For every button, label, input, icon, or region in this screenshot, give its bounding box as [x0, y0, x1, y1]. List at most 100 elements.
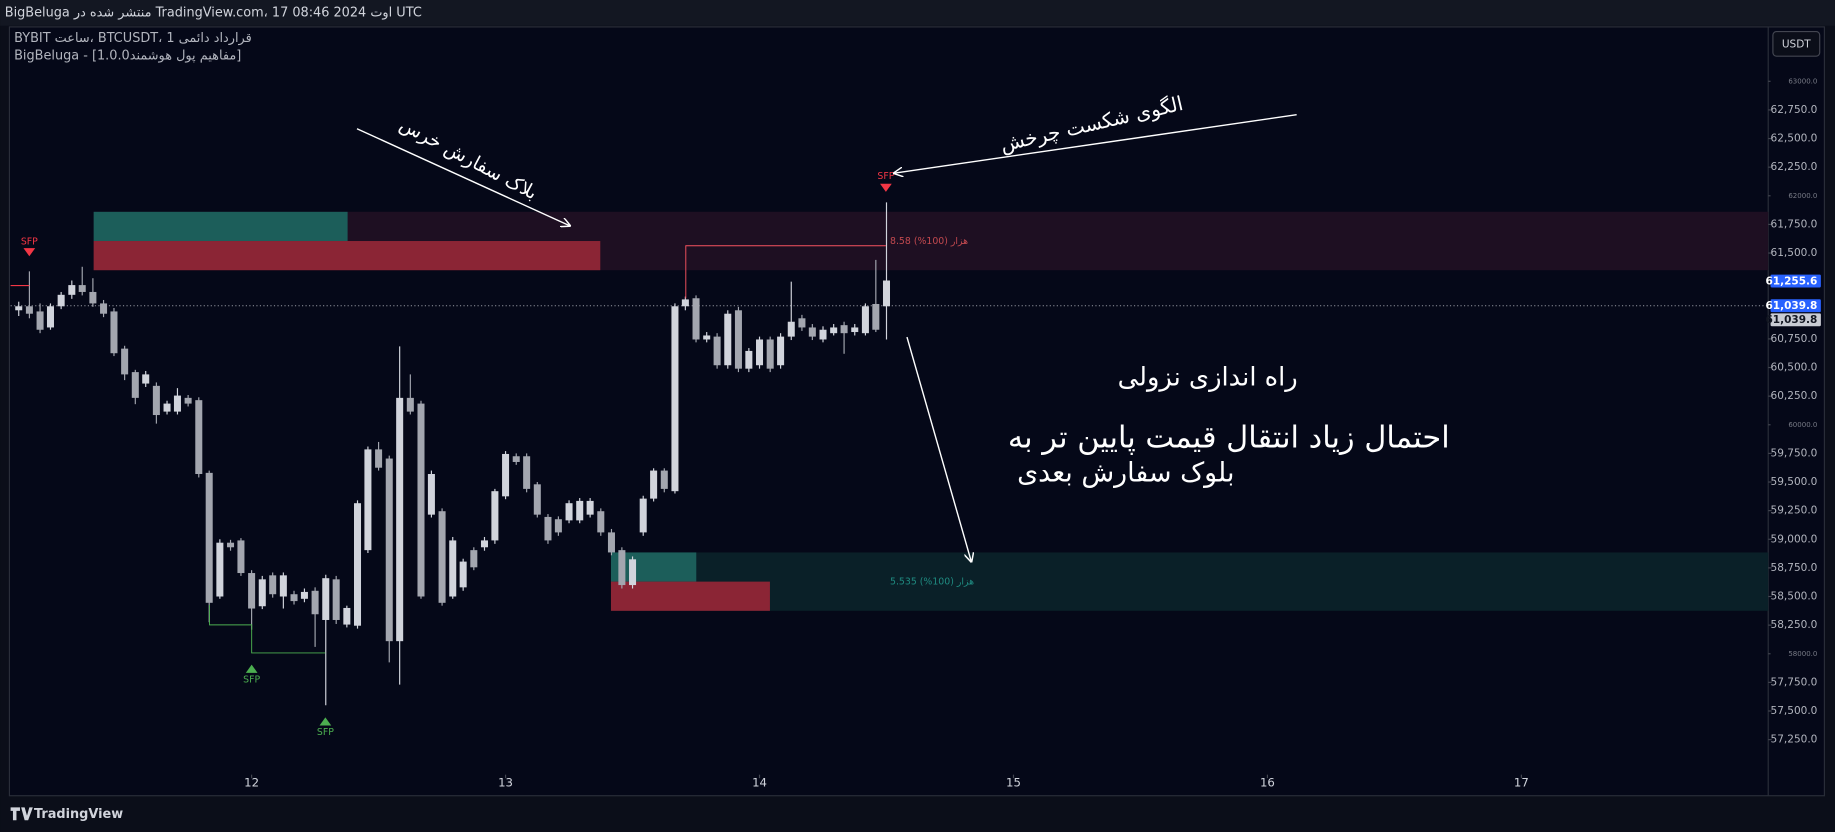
- order-block: [93, 211, 348, 242]
- sfp-label: SFP: [21, 237, 38, 248]
- candle-body: [173, 395, 181, 412]
- x-tick-label: 15: [1006, 775, 1021, 789]
- sfp-marker: [245, 664, 258, 673]
- legend-symbol: BYBIT ساعت، BTCUSDT، 1 قرارداد دائمی: [14, 31, 252, 46]
- candle-body: [300, 591, 308, 599]
- candle-body: [724, 313, 732, 366]
- arrow: [894, 113, 1297, 174]
- annotation: بلوک سفارش بعدی: [1017, 457, 1234, 488]
- sfp-level: [209, 604, 326, 654]
- candle-body: [777, 336, 785, 366]
- candle-body: [576, 500, 584, 521]
- candle-body: [438, 511, 446, 603]
- candle-body: [766, 339, 774, 369]
- zones: 8.58 هزار (100%) 5.535 هزار (100%): [93, 211, 1769, 611]
- y-tick-label: 57,250.0: [1771, 734, 1818, 746]
- candle-body: [15, 306, 23, 311]
- y-tick-label: 59,000.0: [1771, 533, 1818, 545]
- price-tag: [1770, 313, 1821, 327]
- candle-body: [671, 306, 679, 492]
- candle-body: [639, 498, 647, 533]
- annotation: راه اندازی نزولی: [1118, 362, 1298, 392]
- y-tick-label: 57,500.0: [1771, 705, 1818, 717]
- candle-body: [713, 336, 721, 366]
- candle-body: [195, 400, 203, 475]
- price-tag: [1770, 274, 1821, 288]
- legend-indicator: BigBeluga - [1.0.0مفاهیم پول هوشمند]: [14, 49, 241, 64]
- candle-body: [734, 310, 742, 369]
- candle-body: [830, 327, 838, 334]
- y-tick-label: 58,500.0: [1771, 591, 1818, 603]
- candle-body: [25, 306, 33, 314]
- brand-name: TradingView: [34, 807, 123, 822]
- candle-body: [449, 540, 457, 597]
- candle-body: [533, 484, 541, 515]
- candle-body: [364, 449, 372, 551]
- x-tick-label: 17: [1514, 775, 1529, 789]
- x-tick-label: 12: [244, 775, 259, 789]
- candle-body: [343, 607, 351, 625]
- candle-body: [290, 594, 298, 602]
- top-bar: [0, 0, 1835, 26]
- candle-body: [353, 503, 362, 626]
- header-text: BigBeluga منتشر شده در TradingView.com، …: [5, 5, 422, 20]
- y-tick-label: 60,500.0: [1771, 362, 1818, 374]
- candle-body: [787, 321, 795, 337]
- sfp-marker: [319, 717, 332, 726]
- candle-body: [480, 540, 488, 548]
- candle-body: [110, 311, 118, 354]
- price-tag-label: 61,255.6: [1765, 275, 1817, 287]
- candle-body: [565, 503, 573, 521]
- y-tick-label: 59,250.0: [1771, 505, 1818, 517]
- candle-body: [205, 472, 213, 603]
- y-tick-label: 62,500.0: [1771, 133, 1818, 145]
- y-tick-label: 58000.0: [1788, 649, 1817, 658]
- y-tick-label: 63000.0: [1788, 76, 1817, 85]
- candle-body: [57, 294, 65, 307]
- candle-body: [163, 403, 171, 412]
- y-tick-label: 60,250.0: [1771, 390, 1818, 402]
- price-tag-label: 61,039.8: [1765, 314, 1817, 326]
- annotation: احتمال زیاد انتقال قیمت پایین تر به: [1008, 420, 1450, 455]
- candle-body: [142, 374, 150, 384]
- brand-logo: [10, 807, 33, 821]
- order-block-label: 8.58 هزار (100%): [890, 236, 968, 247]
- price-tag-label: 61,039.8: [1765, 300, 1817, 312]
- sfp-label: SFP: [243, 674, 260, 685]
- candle-body: [491, 491, 499, 541]
- candle-body: [660, 470, 668, 489]
- arrow: [906, 336, 971, 562]
- candle-body: [100, 303, 108, 314]
- y-tick-label: 59,750.0: [1771, 447, 1818, 459]
- y-tick-label: 60000.0: [1788, 420, 1817, 429]
- order-block-label: 5.535 هزار (100%): [890, 577, 974, 588]
- y-tick-label: 59,500.0: [1771, 476, 1818, 488]
- candle-body: [417, 403, 425, 597]
- candle-body: [332, 579, 340, 620]
- mitigation-level: [685, 245, 886, 299]
- candle-body: [554, 519, 562, 533]
- candle-body: [544, 516, 552, 541]
- candle-body: [523, 456, 531, 489]
- candle-body: [882, 280, 891, 307]
- candle-body: [248, 573, 256, 609]
- currency-button-label[interactable]: USDT: [1782, 38, 1811, 50]
- candle-body: [131, 372, 139, 398]
- y-tick-label: 61,500.0: [1771, 247, 1818, 259]
- candle-body: [756, 339, 764, 366]
- y-tick-label: 60,750.0: [1771, 333, 1818, 345]
- currency-button[interactable]: [1772, 31, 1821, 57]
- candle-body: [427, 474, 435, 515]
- candle-body: [258, 579, 266, 607]
- candle-body: [184, 397, 192, 404]
- candle-body: [851, 327, 859, 333]
- candle-body: [121, 348, 129, 375]
- x-tick-label: 14: [752, 775, 767, 789]
- candle-body: [216, 542, 224, 597]
- candle-body: [692, 298, 700, 340]
- candle-body: [396, 397, 404, 642]
- x-tick-label: 16: [1260, 775, 1275, 789]
- candle-body: [78, 285, 86, 292]
- candle-body: [385, 458, 393, 642]
